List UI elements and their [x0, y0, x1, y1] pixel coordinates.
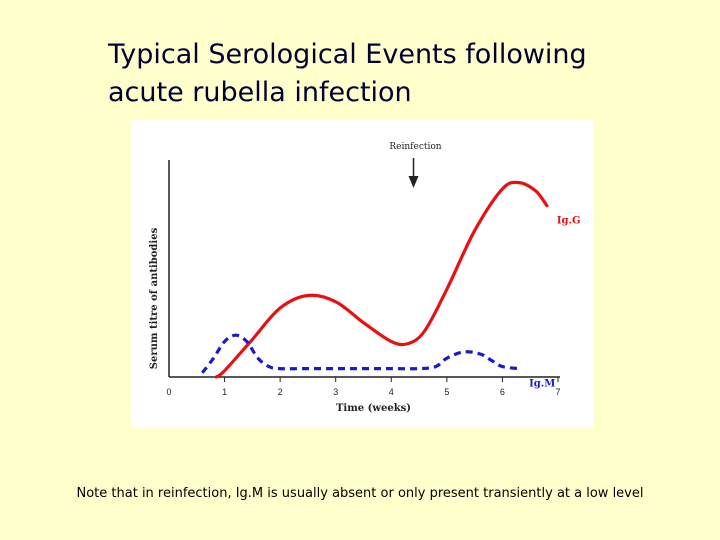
- series-ig-g-line: [214, 180, 549, 379]
- reinfection-label: Reinfection: [389, 142, 441, 152]
- x-tick-label: 6: [500, 387, 505, 397]
- x-tick-label: 1: [222, 387, 227, 397]
- x-tick-label: 7: [555, 387, 560, 397]
- slide-title: Typical Serological Events following acu…: [108, 39, 587, 108]
- y-axis-label: Serum titre of antibodies: [149, 227, 160, 369]
- footnote: Note that in reinfection, Ig.M is usuall…: [76, 486, 644, 501]
- chart-panel: 0 1 2 3 4 5 6 7 Time (weeks) Serum titre of antib…: [131, 120, 594, 427]
- chart-svg: 0 1 2 3 4 5 6 7 Time (weeks) Serum titre of antib…: [149, 142, 581, 414]
- series-ig-m-line: [201, 333, 520, 374]
- series-ig-m-label: Ig.M: [529, 379, 555, 390]
- x-tick-label: 0: [166, 387, 171, 397]
- reinfection-arrow-head: [408, 176, 419, 188]
- x-tick-label: 2: [278, 387, 283, 397]
- series-ig-g-label: Ig.G: [557, 216, 581, 227]
- x-tick-label: 4: [389, 387, 394, 397]
- x-tick-label: 3: [333, 387, 338, 397]
- x-axis-label: Time (weeks): [336, 403, 411, 414]
- x-tick-label: 5: [444, 387, 449, 397]
